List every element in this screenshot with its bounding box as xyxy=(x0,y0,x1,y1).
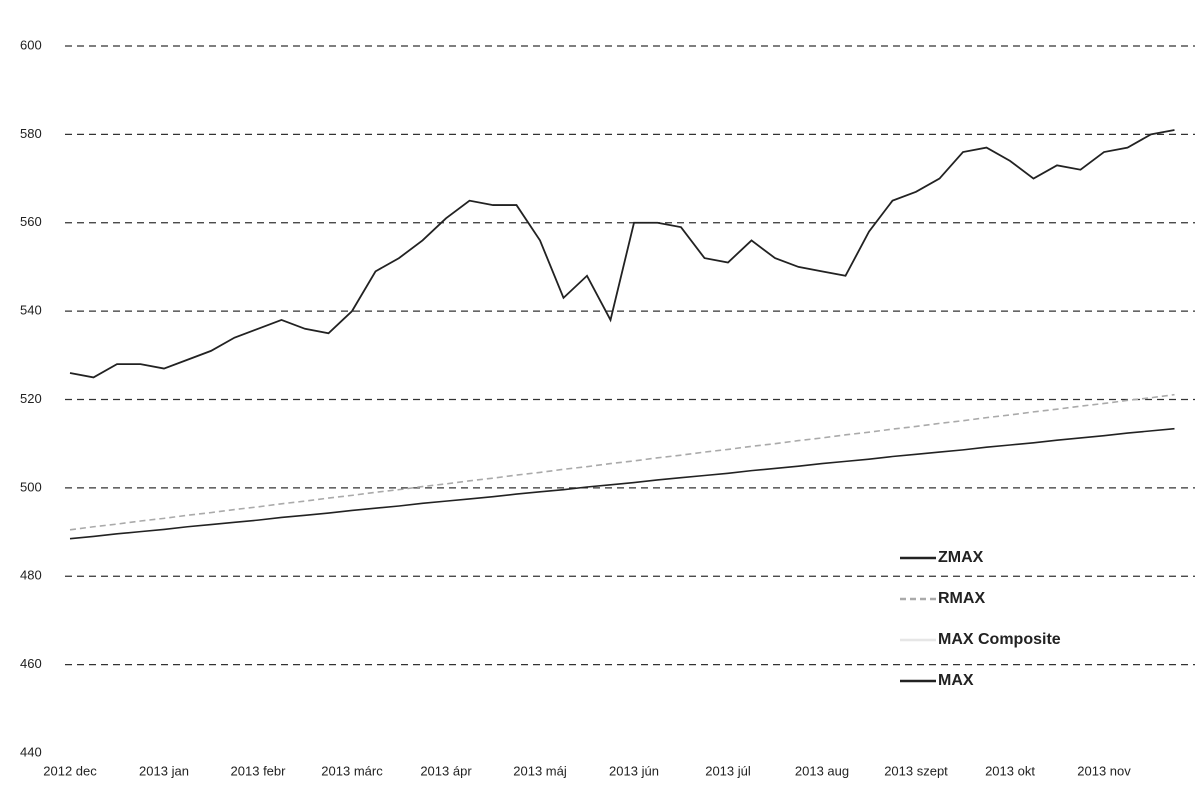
x-tick-label: 2013 nov xyxy=(1077,763,1131,778)
y-tick-label: 460 xyxy=(20,656,42,671)
y-tick-label: 520 xyxy=(20,391,42,406)
x-tick-label: 2013 szept xyxy=(884,763,948,778)
legend-label: ZMAX xyxy=(938,549,984,566)
legend-label: MAX xyxy=(938,672,974,689)
x-tick-label: 2013 okt xyxy=(985,763,1035,778)
y-tick-label: 580 xyxy=(20,126,42,141)
series-line xyxy=(69,129,1175,379)
y-tick-label: 500 xyxy=(20,479,42,494)
x-tick-label: 2013 jan xyxy=(139,763,189,778)
y-tick-label: 540 xyxy=(20,303,42,318)
x-tick-label: 2013 febr xyxy=(231,763,287,778)
x-tick-label: 2013 márc xyxy=(321,763,383,778)
y-tick-label: 600 xyxy=(20,37,42,52)
legend-label: MAX Composite xyxy=(938,631,1061,648)
y-tick-label: 560 xyxy=(20,214,42,229)
x-tick-label: 2013 jún xyxy=(609,763,659,778)
series-line xyxy=(69,393,1175,531)
y-tick-label: 440 xyxy=(20,744,42,759)
x-tick-label: 2013 máj xyxy=(513,763,567,778)
x-tick-label: 2013 aug xyxy=(795,763,849,778)
legend-label: RMAX xyxy=(938,590,985,607)
x-tick-label: 2013 ápr xyxy=(420,763,472,778)
x-tick-label: 2012 dec xyxy=(43,763,97,778)
x-tick-label: 2013 júl xyxy=(705,763,751,778)
series-line xyxy=(69,427,1175,540)
y-tick-label: 480 xyxy=(20,568,42,583)
